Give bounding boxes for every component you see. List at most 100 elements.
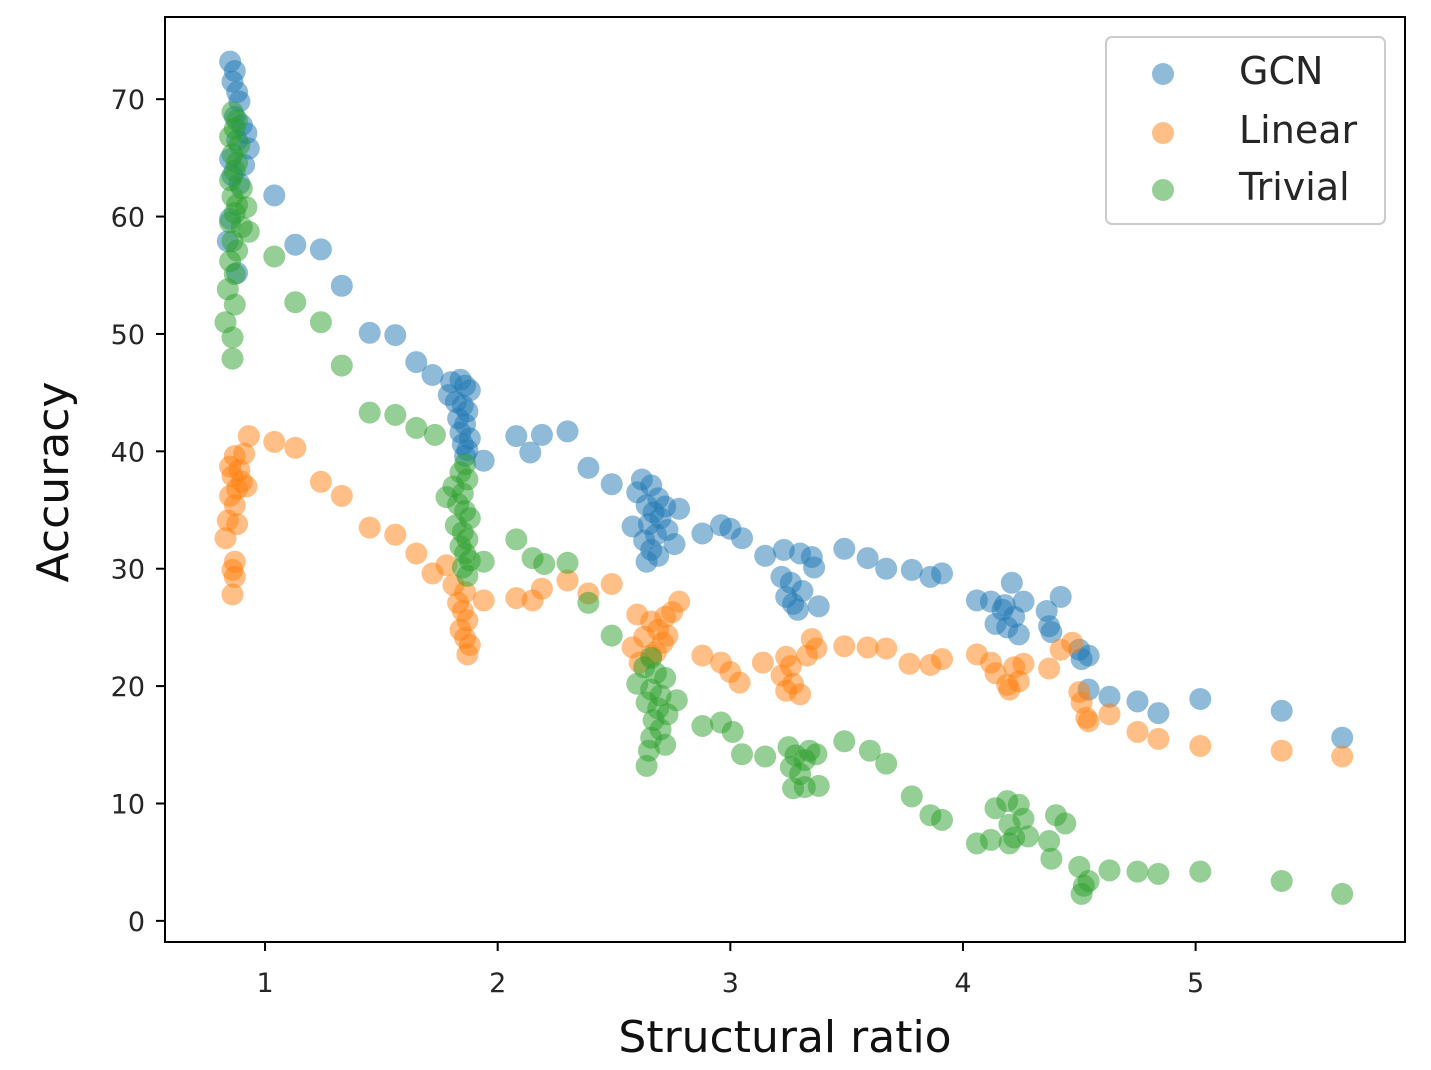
data-point bbox=[435, 554, 458, 577]
legend-label-linear: Linear bbox=[1239, 108, 1357, 152]
data-point bbox=[1077, 870, 1100, 892]
data-point bbox=[405, 416, 428, 439]
data-point bbox=[472, 449, 495, 472]
data-point bbox=[384, 403, 407, 426]
data-point bbox=[1017, 825, 1040, 848]
data-point bbox=[456, 643, 479, 666]
data-point bbox=[998, 832, 1021, 855]
data-point bbox=[663, 533, 686, 556]
data-point bbox=[263, 184, 286, 207]
x-tick-label: 5 bbox=[1187, 968, 1204, 999]
data-point bbox=[237, 220, 260, 243]
data-point bbox=[1331, 882, 1354, 905]
data-point bbox=[1077, 710, 1100, 733]
data-point bbox=[519, 441, 542, 464]
series-trivial bbox=[214, 101, 1354, 905]
data-point bbox=[1054, 812, 1077, 835]
data-point bbox=[1007, 623, 1030, 646]
data-point bbox=[505, 425, 528, 448]
data-point bbox=[330, 274, 353, 297]
legend-label-trivial: Trivial bbox=[1238, 165, 1350, 209]
data-point bbox=[998, 678, 1021, 701]
data-point bbox=[1040, 847, 1063, 870]
data-point bbox=[600, 473, 623, 496]
x-axis-label: Structural ratio bbox=[618, 1012, 951, 1063]
data-point bbox=[931, 648, 953, 671]
series-linear bbox=[214, 425, 1354, 768]
data-point bbox=[665, 689, 688, 712]
y-tick-label: 70 bbox=[111, 85, 145, 116]
data-point bbox=[803, 556, 826, 579]
data-point bbox=[309, 470, 332, 493]
data-point bbox=[1040, 621, 1063, 644]
data-point bbox=[1000, 571, 1023, 594]
data-point bbox=[751, 651, 774, 674]
data-point bbox=[1270, 739, 1293, 762]
data-point bbox=[221, 347, 244, 370]
legend-box bbox=[1105, 36, 1386, 225]
data-point bbox=[384, 324, 407, 347]
data-point bbox=[472, 589, 495, 612]
data-point bbox=[858, 739, 881, 762]
data-point bbox=[358, 516, 381, 539]
data-point bbox=[1270, 699, 1293, 722]
data-point bbox=[931, 808, 953, 831]
data-point bbox=[635, 550, 658, 573]
data-point bbox=[875, 557, 898, 580]
x-tick-label: 2 bbox=[489, 968, 506, 999]
data-point bbox=[221, 583, 244, 606]
data-point bbox=[214, 527, 237, 550]
data-point bbox=[1126, 690, 1149, 713]
data-point bbox=[1126, 720, 1149, 743]
data-point bbox=[668, 590, 691, 613]
data-point bbox=[721, 720, 744, 743]
data-point bbox=[984, 612, 1007, 635]
y-axis-label: Accuracy bbox=[28, 382, 79, 583]
data-point bbox=[221, 326, 244, 349]
data-point bbox=[731, 743, 753, 766]
data-point bbox=[691, 522, 714, 545]
data-point bbox=[456, 564, 479, 587]
legend-marker-trivial bbox=[1152, 179, 1174, 201]
legend-label-gcn: GCN bbox=[1239, 49, 1323, 93]
data-point bbox=[405, 351, 428, 374]
data-point bbox=[1189, 735, 1212, 757]
data-point bbox=[421, 364, 444, 386]
data-point bbox=[754, 544, 777, 567]
data-point bbox=[1077, 644, 1100, 667]
data-point bbox=[284, 233, 307, 256]
data-point bbox=[807, 774, 830, 797]
y-tick-label: 60 bbox=[111, 203, 145, 234]
data-point bbox=[1098, 685, 1121, 708]
x-axis: 1 2 3 4 5 bbox=[256, 942, 1204, 999]
data-point bbox=[728, 671, 751, 694]
data-point bbox=[600, 573, 623, 595]
data-point bbox=[931, 562, 953, 585]
data-point bbox=[1038, 830, 1061, 852]
data-point bbox=[668, 497, 691, 520]
data-point bbox=[405, 542, 428, 565]
data-point bbox=[423, 423, 446, 446]
plot-frame bbox=[164, 16, 1406, 943]
data-point bbox=[786, 598, 809, 621]
data-point bbox=[856, 547, 879, 570]
data-point bbox=[833, 635, 856, 658]
data-point bbox=[556, 420, 579, 443]
data-point bbox=[833, 537, 856, 560]
data-point bbox=[223, 565, 246, 588]
data-point bbox=[1012, 652, 1035, 675]
data-point bbox=[807, 595, 830, 618]
data-point bbox=[577, 456, 600, 479]
data-point bbox=[284, 436, 307, 459]
data-point bbox=[1038, 657, 1061, 680]
data-point bbox=[1098, 859, 1121, 882]
data-point bbox=[472, 550, 495, 573]
data-point bbox=[384, 523, 407, 546]
data-point bbox=[656, 624, 679, 647]
data-point bbox=[284, 291, 307, 314]
data-point bbox=[900, 785, 923, 808]
y-tick-label: 20 bbox=[111, 672, 145, 703]
data-point bbox=[754, 745, 777, 768]
data-point bbox=[1147, 727, 1170, 750]
legend-marker-linear bbox=[1152, 122, 1174, 144]
